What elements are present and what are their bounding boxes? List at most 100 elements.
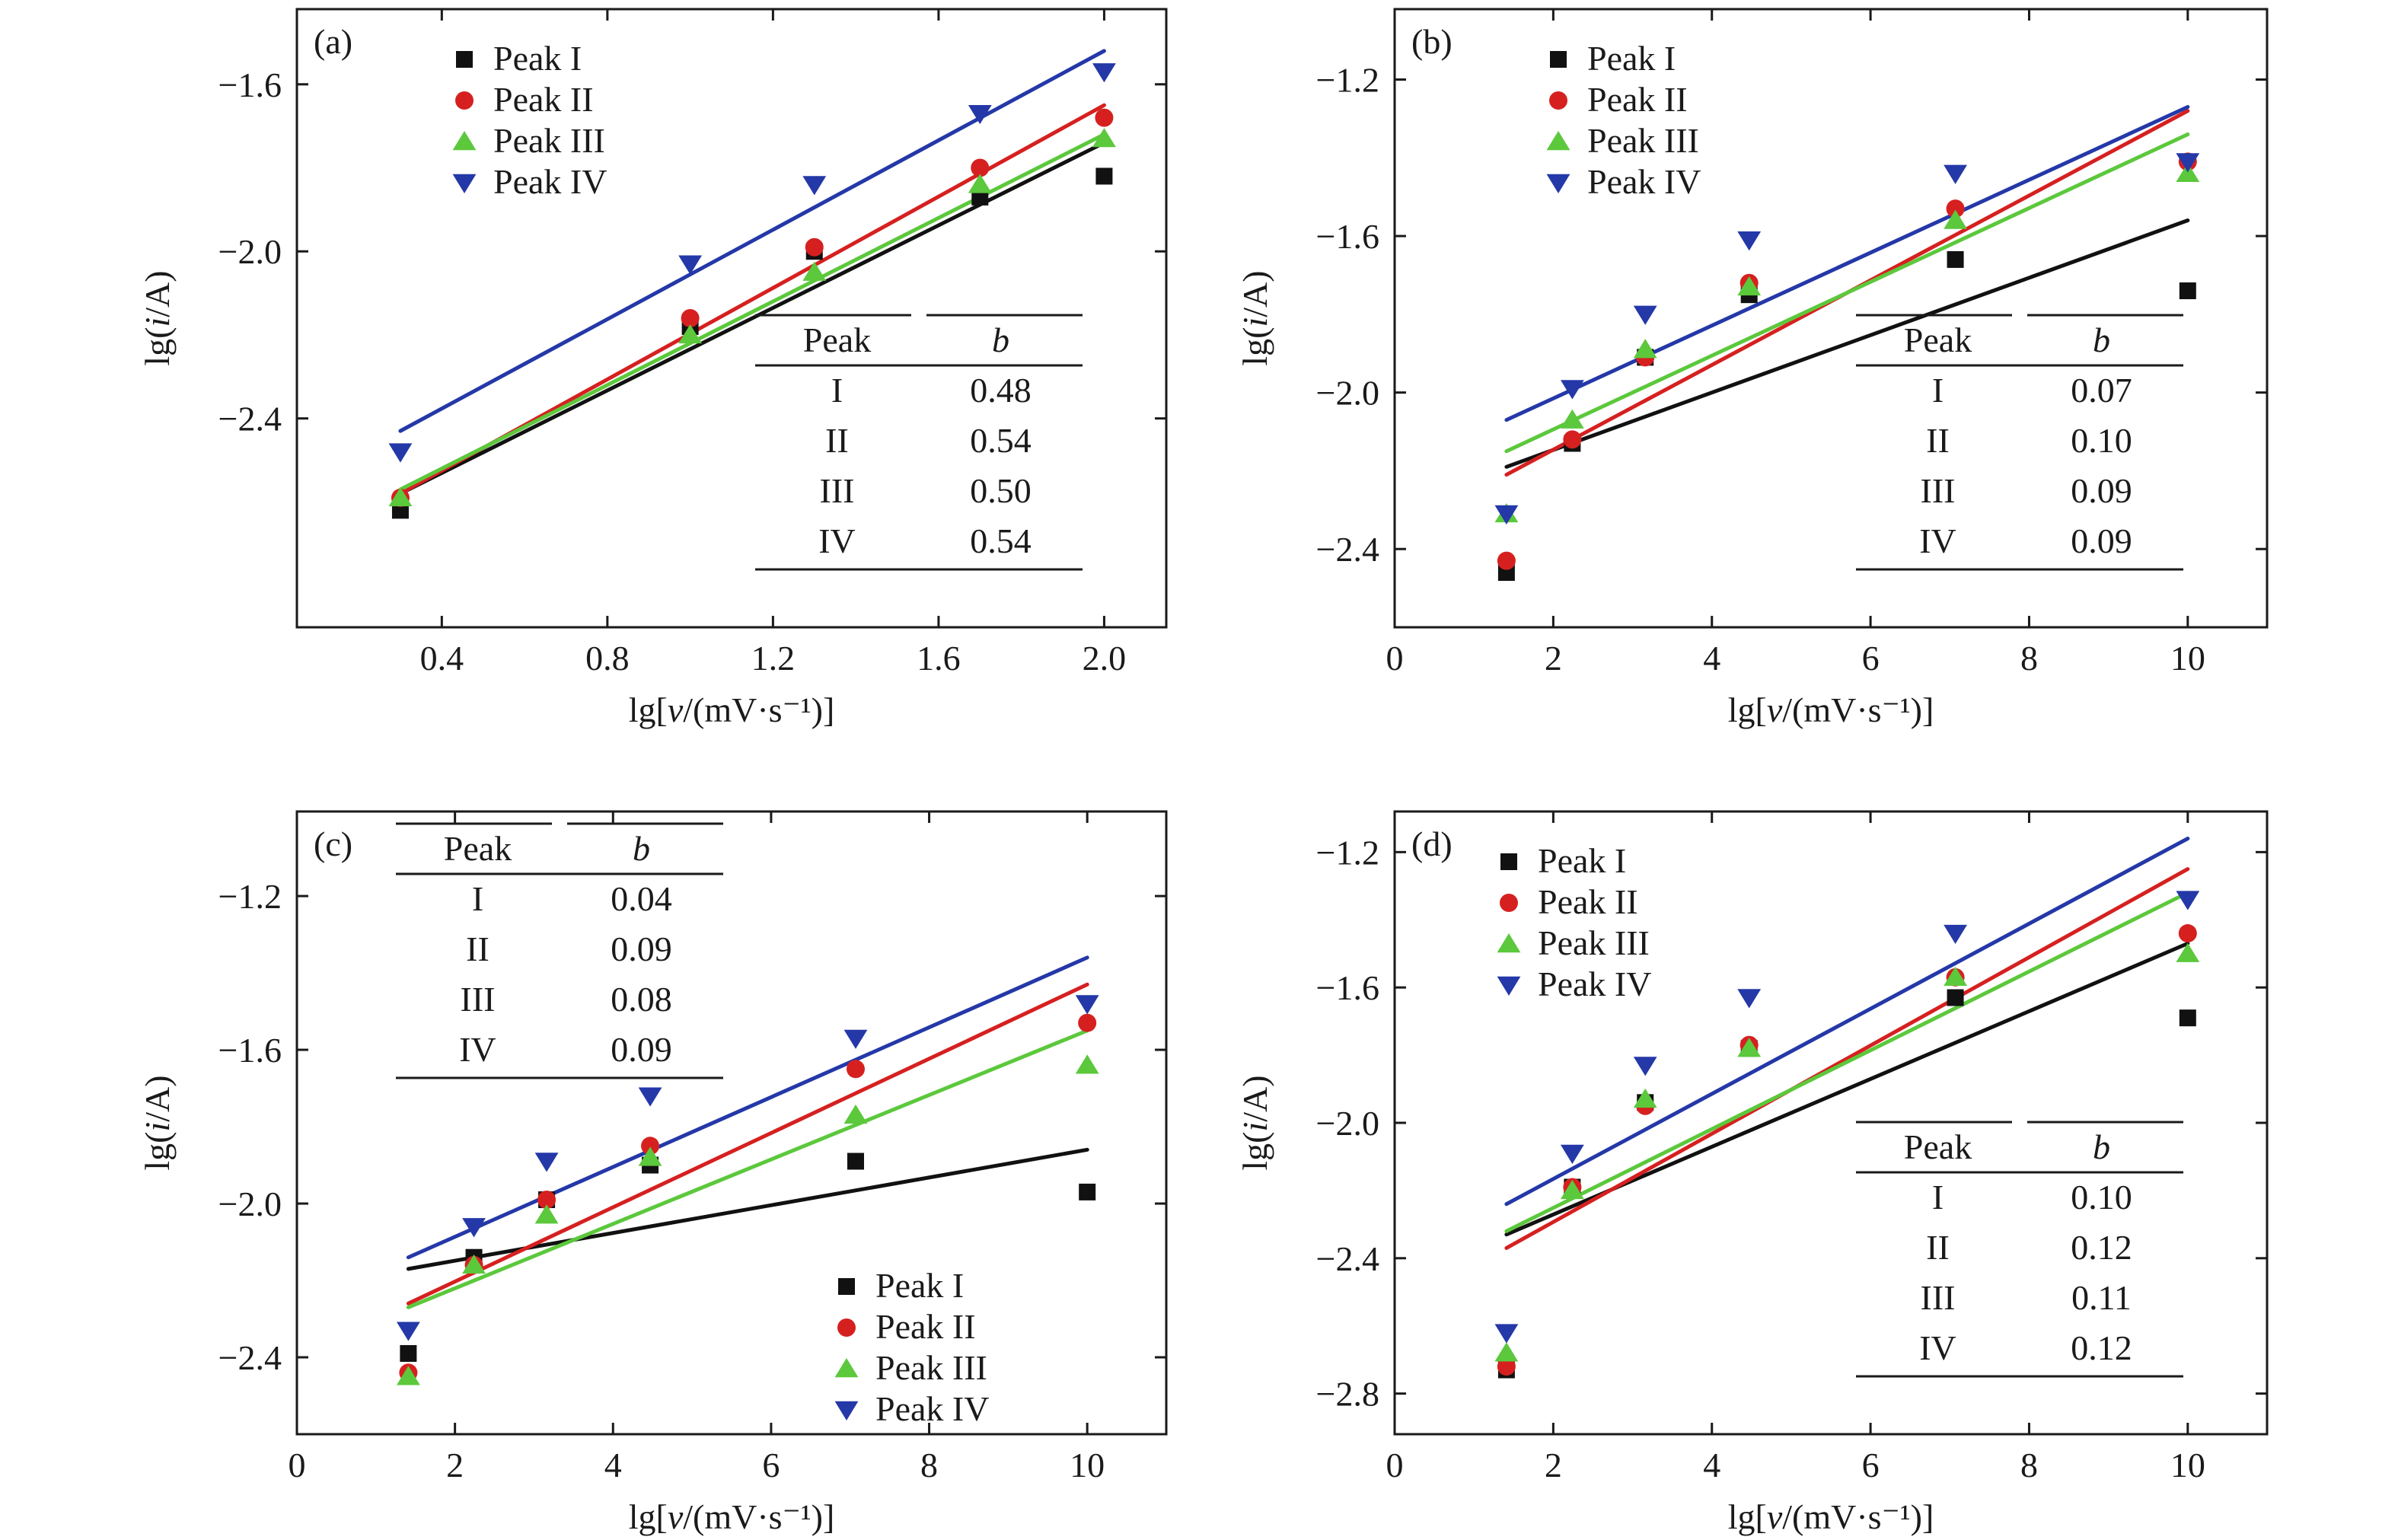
data-point — [843, 1104, 868, 1124]
legend-label: Peak II — [493, 80, 594, 119]
y-tick-label: −2.0 — [218, 1184, 282, 1223]
data-point — [1092, 63, 1116, 83]
legend-label: Peak III — [875, 1348, 987, 1387]
x-tick-label: 2 — [446, 1446, 464, 1484]
y-tick-label: −2.4 — [1316, 1239, 1379, 1278]
table-header-peak: Peak — [1904, 320, 1972, 359]
data-point — [2178, 924, 2197, 943]
data-point — [396, 1366, 420, 1385]
table-cell-peak: II — [825, 421, 849, 460]
x-tick-label: 8 — [920, 1446, 938, 1484]
data-point — [1633, 1088, 1657, 1108]
data-point — [388, 486, 413, 507]
data-point — [846, 1060, 865, 1079]
legend-marker — [1549, 91, 1567, 110]
data-point — [641, 1137, 660, 1156]
legend-label: Peak III — [493, 121, 605, 160]
data-point — [2176, 162, 2200, 183]
x-tick-label: 0.8 — [585, 639, 630, 678]
table-cell-b: 0.09 — [2071, 471, 2132, 510]
fit-line-peak-iii — [1504, 891, 2190, 1233]
x-tick-label: 1.6 — [917, 639, 961, 678]
legend-label: Peak IV — [493, 162, 607, 201]
fit-line-peak-ii — [406, 982, 1089, 1306]
x-axis-label: lg[v/(mV·s⁻¹)] — [629, 690, 835, 729]
data-point — [1095, 108, 1114, 127]
table-cell-b: 0.54 — [970, 421, 1032, 460]
table-header-b: b — [633, 829, 650, 868]
fit-line-peak-iv — [398, 49, 1106, 433]
data-point — [2179, 1009, 2196, 1027]
data-point — [968, 174, 992, 193]
table-cell-b: 0.10 — [2071, 1178, 2132, 1216]
legend-label: Peak IV — [875, 1389, 989, 1428]
table-cell-peak: I — [472, 879, 483, 918]
table-header-b: b — [2093, 1127, 2110, 1166]
data-point — [1633, 1057, 1657, 1076]
x-tick-label: 2 — [1545, 639, 1562, 678]
table-cell-b: 0.09 — [611, 929, 672, 968]
data-point — [1095, 167, 1113, 185]
fit-line-peak-iii — [1504, 132, 2190, 454]
legend-label: Peak II — [875, 1307, 976, 1346]
table-cell-peak: III — [820, 471, 855, 510]
table-cell-b: 0.07 — [2071, 371, 2132, 410]
legend-marker — [1500, 894, 1518, 912]
data-point — [1494, 1324, 1519, 1344]
table-cell-b: 0.48 — [970, 371, 1032, 410]
data-point — [802, 176, 827, 196]
data-point — [805, 238, 824, 257]
y-tick-label: −1.2 — [1316, 833, 1379, 872]
y-tick-label: −2.8 — [1316, 1375, 1379, 1414]
data-point — [1560, 409, 1584, 429]
data-point — [1944, 966, 1967, 987]
table-cell-peak: I — [1932, 1178, 1944, 1216]
y-tick-label: −2.4 — [1316, 530, 1379, 569]
chart-panel: 0 2 4 6 8 10 −2.4 −2.0 −1.6 −1.2 lg[v/(mV·s⁻¹)] lg(… — [138, 810, 1168, 1536]
table-header-peak: Peak — [444, 829, 512, 868]
y-axis-label: lg(i/A) — [138, 270, 177, 365]
legend-marker — [1500, 853, 1517, 870]
plot-frame — [295, 810, 1168, 1436]
legend-label: Peak IV — [1538, 964, 1651, 1003]
fit-line-peak-i — [1504, 218, 2190, 469]
table-cell-b: 0.11 — [2071, 1278, 2132, 1317]
data-point — [1737, 276, 1762, 296]
y-tick-label: −1.6 — [1316, 968, 1379, 1007]
data-point — [534, 1153, 559, 1172]
x-tick-label: 0 — [1386, 639, 1404, 678]
data-point — [1560, 380, 1584, 400]
data-point — [678, 255, 703, 275]
data-point — [1737, 989, 1762, 1009]
chart-panel: 0 2 4 6 8 10 −2.4 −2.0 −1.6 −1.2 lg[v/(mV·s⁻¹)] lg(… — [1236, 8, 2269, 729]
x-tick-label: 10 — [2170, 1446, 2205, 1484]
x-tick-label: 2.0 — [1083, 639, 1127, 678]
panel-label: (a) — [314, 22, 352, 61]
plot-frame — [1393, 8, 2269, 629]
legend-label: Peak III — [1587, 121, 1699, 160]
legend-label: Peak II — [1587, 80, 1688, 119]
data-point — [1947, 989, 1964, 1006]
x-tick-label: 8 — [2020, 639, 2038, 678]
data-point — [2176, 153, 2200, 173]
table-cell-peak: III — [461, 980, 496, 1019]
chart-panel: 0 2 4 6 8 10 −2.8 −2.4 −2.0 −1.6 −1.2 lg[v/(mV·s⁻¹)… — [1236, 810, 2269, 1536]
chart-panel: 0.4 0.8 1.2 1.6 2.0 −2.4 −2.0 −1.6 lg[v/(mV·s⁻¹)… — [138, 8, 1168, 729]
table-cell-peak: I — [1932, 371, 1944, 410]
table-header-b: b — [992, 320, 1009, 359]
y-tick-label: −2.0 — [1316, 374, 1379, 413]
table-cell-b: 0.12 — [2071, 1328, 2132, 1367]
data-point — [1494, 505, 1519, 524]
data-point — [638, 1146, 662, 1166]
legend-marker — [1550, 51, 1567, 68]
data-point — [1633, 339, 1657, 359]
x-tick-label: 4 — [1703, 1446, 1720, 1484]
table-cell-peak: II — [1926, 1228, 1950, 1267]
y-tick-label: −1.6 — [1316, 217, 1379, 256]
x-tick-label: 2 — [1545, 1446, 1562, 1484]
table-cell-b: 0.08 — [611, 980, 672, 1019]
data-point — [1633, 305, 1657, 325]
y-tick-label: −1.2 — [218, 877, 282, 916]
